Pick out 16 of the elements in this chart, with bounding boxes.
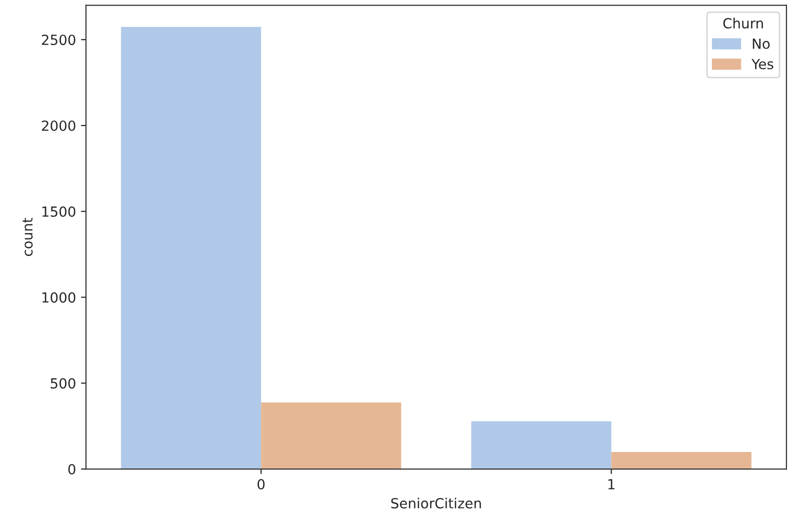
bar — [471, 421, 612, 470]
x-tick-label: 1 — [608, 479, 614, 490]
legend-title: Churn — [723, 18, 763, 29]
y-tick-label: 2000 — [42, 120, 76, 131]
x-axis-title: SeniorCitizen — [391, 498, 481, 508]
bar — [120, 26, 262, 470]
y-tick-label: 1000 — [42, 292, 76, 303]
y-tick-label: 500 — [50, 378, 76, 389]
legend-label: No — [752, 38, 770, 49]
y-tick-label: 1500 — [42, 206, 76, 217]
y-tick-label: 2500 — [42, 34, 76, 46]
bar — [611, 452, 752, 470]
y-axis-title: count — [22, 218, 33, 256]
y-tick-label: 0 — [68, 464, 76, 475]
bar — [261, 402, 402, 470]
legend-label: Yes — [751, 58, 774, 70]
